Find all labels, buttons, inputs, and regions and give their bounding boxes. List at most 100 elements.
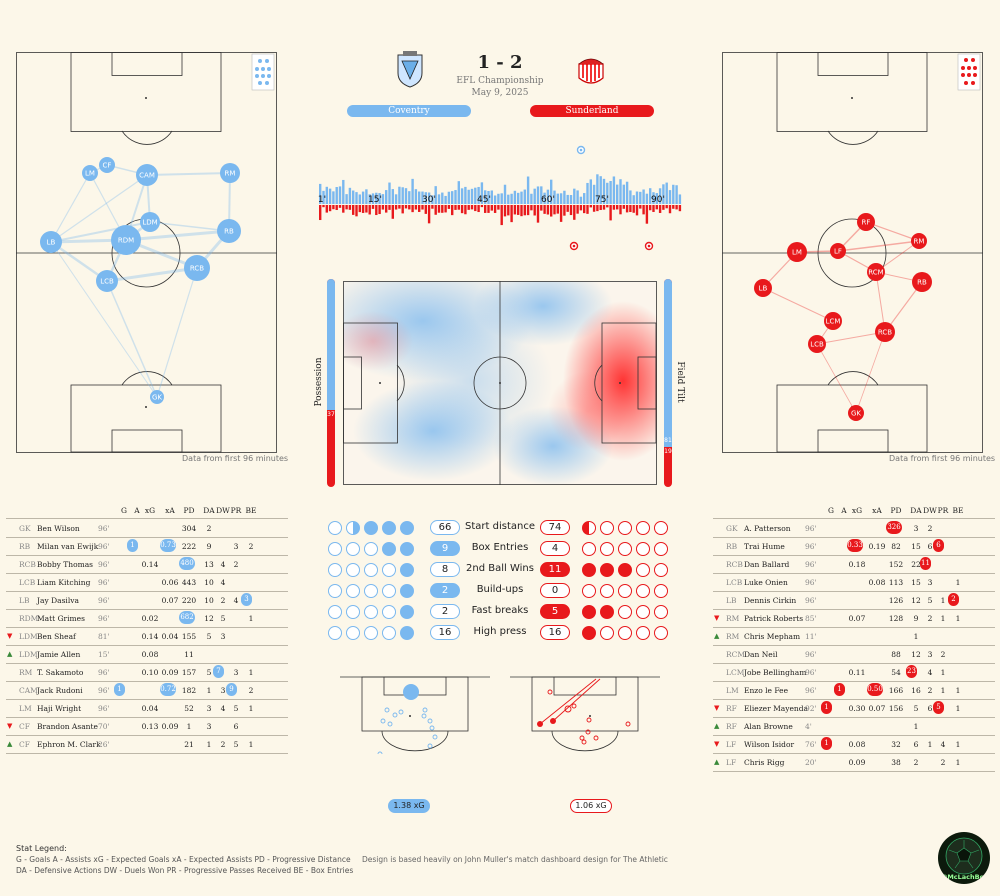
timeline-home-bar [319,183,322,204]
table-row[interactable]: LB Jay Dasilva 96' 0.07 220 10 2 4 3 [6,591,288,610]
table-row[interactable]: ▲ LF Chris Rigg 20' 0.09 38 2 2 1 [713,753,995,772]
timeline-away-bar [599,205,602,211]
player-stat: 2 [220,740,226,749]
away-node-lcm [824,312,842,330]
table-row[interactable]: RDM Matt Grimes 96' 0.02 682 12 5 1 [6,609,288,628]
away-node-label: LF [834,248,842,256]
timeline-home-bar [477,186,480,204]
timeline-home-bar [546,189,550,204]
table-row[interactable]: ▼ RM Patrick Roberts 85' 0.07 128 9 2 1 1 [713,609,995,628]
home-pass-link [50,241,158,398]
away-node-label: RB [917,279,927,287]
table-row[interactable]: RM T. Sakamoto 96' 0.10 0.09 157 5 7 3 1 [6,663,288,682]
timeline-home-bar [632,195,635,204]
home-node-label: LM [85,170,95,178]
home-node-label: RDM [118,237,134,245]
player-position: LDM [19,632,38,641]
table-row[interactable]: RCB Dan Ballard 96' 0.18 152 22 11 [713,555,995,574]
player-name: Chris Mepham [744,632,801,641]
player-stat: 16 [911,686,921,695]
table-row[interactable]: RCM Dan Neil 96' 88 12 3 2 [713,645,995,664]
player-name: T. Sakamoto [37,668,84,677]
timeline-away-bar [470,205,474,210]
player-name: Jay Dasilva [37,596,79,605]
timeline-away-bar [589,205,592,208]
player-position: LCB [19,578,36,587]
timeline-away-bar [523,205,526,216]
table-row[interactable]: ▲ RF Alan Browne 4' 1 [713,717,995,736]
table-row[interactable]: LB Dennis Cirkin 96' 126 12 5 1 2 [713,591,995,610]
table-row[interactable]: ▲ CF Ephron M. Clark 26' 21 1 2 5 1 [6,735,288,754]
competition-name: EFL Championship [456,76,544,86]
timeline-home-bar [606,182,609,204]
table-row[interactable]: ▼ LDM Ben Sheaf 81' 0.14 0.04 155 5 3 [6,627,288,646]
away-rating-dot [636,605,650,619]
away-rating-dot [600,584,614,598]
player-position: RF [726,704,737,713]
away-team-pill: Sunderland [530,105,654,117]
table-row[interactable]: ▲ RM Chris Mepham 11' 1 [713,627,995,646]
timeline-away-bar [592,205,596,212]
table-row[interactable]: RB Trai Hume 96' 0.33 0.19 82 15 6 6 [713,537,995,556]
table-row[interactable]: LM Enzo le Fee 96' 1 0.50 166 16 2 1 1 [713,681,995,700]
sub-off-arrow-icon: ▼ [714,704,720,712]
timeline-home-bar [460,188,464,204]
timeline-away-bar [418,205,421,212]
timeline-away-bar [609,205,612,221]
player-stat: 12 [911,596,921,605]
away-stat-value: 74 [540,520,570,535]
timeline-home-bar [583,193,586,204]
away-rating-dot [636,521,650,535]
timeline-home-bar [398,186,401,204]
home-node-gk [150,390,164,404]
timeline-away-bar [388,205,391,210]
table-row[interactable]: ▼ RF Eliezer Mayenda 92' 1 0.30 0.07 156 5 6 5 1 [713,699,995,718]
player-stat: 0.09 [161,722,179,731]
player-stat: 1 [940,596,946,605]
player-stat: 21 [184,740,194,749]
timeline-home-bar [559,193,563,204]
timeline-home-bar [635,191,639,204]
player-stat: 4 [220,704,226,713]
player-stat: 1 [248,668,254,677]
timeline-away-bar [447,205,451,209]
away-rating-dot [636,584,650,598]
away-xg-badge: 1.06 xG [570,799,612,813]
player-name: Jobe Bellingham [744,668,807,677]
player-stat: 9 [206,542,212,551]
table-row[interactable]: LCM Jobe Bellingham 96' 0.11 54 23 4 1 [713,663,995,682]
table-row[interactable]: RB Milan van Ewijk 96' 1 0.73 222 9 3 2 [6,537,288,556]
away-formation-mini [957,53,981,91]
table-row[interactable]: CAM Jack Rudoni 96' 1 0.72 182 1 3 9 2 [6,681,288,700]
away-rating-dot [582,584,596,598]
home-rating-dot [400,605,414,619]
table-row[interactable]: LCB Luke Onien 96' 0.08 113 15 3 1 [713,573,995,592]
timeline-away-bar [493,205,497,213]
highlighted-stat: 480 [179,557,195,570]
timeline-away-bar [616,205,619,210]
player-stat: 6 [927,704,933,713]
timeline-away-bar [401,205,404,214]
away-stat-value: 11 [540,562,570,577]
table-row[interactable]: GK Ben Wilson 96' 304 2 [6,519,288,538]
player-name: Liam Kitching [37,578,91,587]
player-stat: 1 [940,614,946,623]
home-rating-dot [328,521,342,535]
table-row[interactable]: ▲ LDM Jamie Allen 15' 0.08 11 [6,645,288,664]
table-row[interactable]: ▼ CF Brandon Asante 70' 0.13 0.09 1 3 6 [6,717,288,736]
player-minutes: 96' [98,704,110,713]
table-row[interactable]: LCB Liam Kitching 96' 0.06 443 10 4 [6,573,288,592]
coventry-crest-icon [397,51,423,88]
table-row[interactable]: GK A. Patterson 96' 326 3 2 [713,519,995,538]
player-stat: 12 [911,650,921,659]
table-row[interactable]: ▼ LF Wilson Isidor 76' 1 0.08 32 6 1 4 1 [713,735,995,754]
home-stat-value: 2 [430,583,460,598]
timeline-home-bar [352,190,355,204]
player-stat: 2 [927,524,933,533]
player-name: Patrick Roberts [744,614,804,623]
timeline-away-bar [649,205,652,211]
timeline-away-bar [437,205,441,213]
table-row[interactable]: RCB Bobby Thomas 96' 0.14 480 13 4 2 [6,555,288,574]
table-row[interactable]: LM Haji Wright 96' 0.04 52 3 4 5 1 [6,699,288,718]
player-stat: 13 [204,560,214,569]
